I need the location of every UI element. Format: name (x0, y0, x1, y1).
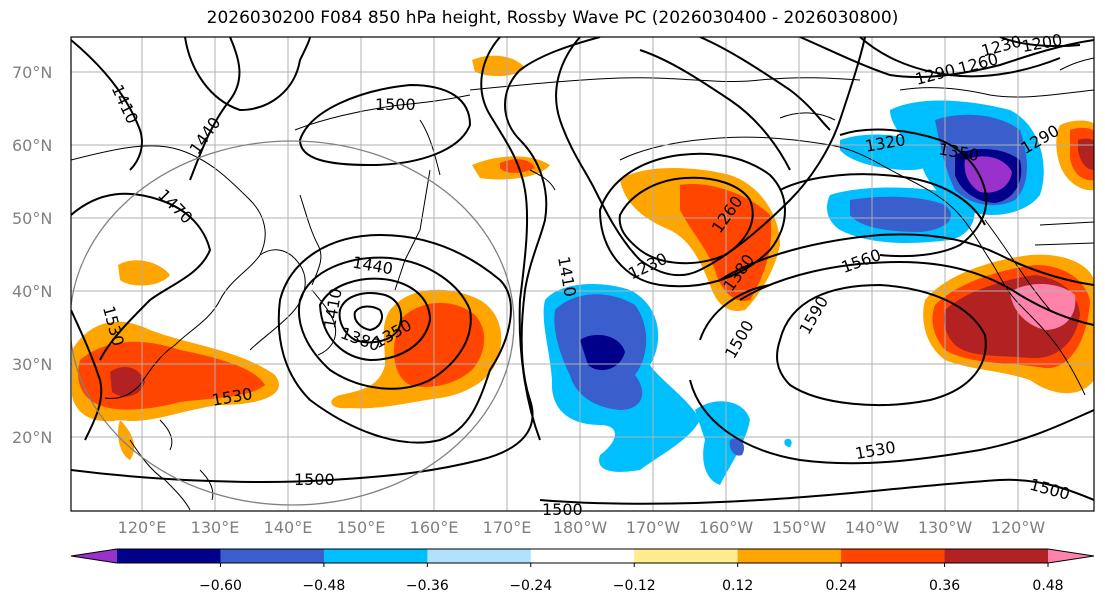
contour-label: 1530 (854, 437, 897, 463)
lon-label: 140°E (264, 518, 313, 537)
contour-label: 1560 (839, 245, 884, 277)
lat-label: 70°N (12, 63, 52, 82)
contour-label: 1590 (795, 293, 832, 338)
contour-label: 1500 (1028, 475, 1072, 504)
contour-label: 1500 (542, 500, 583, 519)
colorbar-segment (944, 549, 1049, 563)
latitude-axis: 70°N 60°N 50°N 40°N 30°N 20°N (12, 63, 52, 447)
lon-label: 180°W (553, 518, 608, 537)
colorbar-segment (737, 549, 842, 563)
coastlines (71, 57, 1094, 511)
contour-label: 1290 (913, 60, 957, 89)
lat-label: 60°N (12, 136, 52, 155)
lon-label: 130°W (918, 518, 973, 537)
lat-label: 20°N (12, 428, 52, 447)
lon-label: 150°E (337, 518, 386, 537)
region-circle (71, 140, 515, 506)
lon-label: 120°W (991, 518, 1046, 537)
lon-label: 170°E (483, 518, 532, 537)
longitude-axis: 120°E 130°E 140°E 150°E 160°E 170°E 180°… (118, 518, 1046, 537)
contour-label: 1440 (351, 253, 394, 279)
height-contours (71, 37, 1094, 505)
lon-label: 160°E (410, 518, 459, 537)
colorbar-segment (323, 549, 428, 563)
colorbar-segment (530, 549, 635, 563)
contour-label: 1260 (956, 49, 1000, 78)
colorbar-segment (634, 549, 739, 563)
lon-label: 120°E (118, 518, 167, 537)
colorbar-tick-label: 0.12 (722, 578, 753, 594)
colorbar-outline (70, 548, 1095, 564)
contour-label: 1410 (108, 82, 142, 127)
map-title: 2026030200 F084 850 hPa height, Rossby W… (206, 8, 899, 28)
contour-label: 1500 (294, 470, 335, 489)
lon-label: 140°W (845, 518, 900, 537)
colorbar-segment (117, 549, 221, 563)
colorbar-tick-label: 0.48 (1032, 578, 1063, 594)
contour-label: 1200 (1020, 30, 1063, 56)
contour-label: 1470 (154, 185, 196, 227)
colorbar-segment (220, 549, 325, 563)
lon-label: 130°E (191, 518, 240, 537)
colorbar: −0.60 −0.48 −0.36 −0.24 −0.12 0.12 0.24 0.36 0.4… (70, 548, 1095, 594)
colorbar-segment (427, 549, 532, 563)
colorbar-tick-label: −0.12 (613, 578, 656, 594)
lon-label: 150°W (772, 518, 827, 537)
colorbar-min-extend (71, 549, 117, 563)
lat-label: 50°N (12, 209, 52, 228)
lat-label: 30°N (12, 355, 52, 374)
colorbar-tick-label: −0.60 (199, 578, 242, 594)
anomaly-shading (72, 55, 1094, 485)
colorbar-segment (841, 549, 946, 563)
colorbar-tick-label: 0.24 (826, 578, 857, 594)
lon-label: 170°W (626, 518, 681, 537)
colorbar-tick-label: −0.36 (406, 578, 449, 594)
colorbar-tick-label: −0.48 (302, 578, 345, 594)
colorbar-tick-label: 0.36 (929, 578, 960, 594)
colorbar-max-extend (1048, 549, 1094, 563)
map-frame (70, 36, 1095, 512)
lon-label: 160°W (699, 518, 754, 537)
contour-label: 1500 (375, 95, 416, 114)
colorbar-tick-label: −0.24 (509, 578, 552, 594)
lat-label: 40°N (12, 282, 52, 301)
